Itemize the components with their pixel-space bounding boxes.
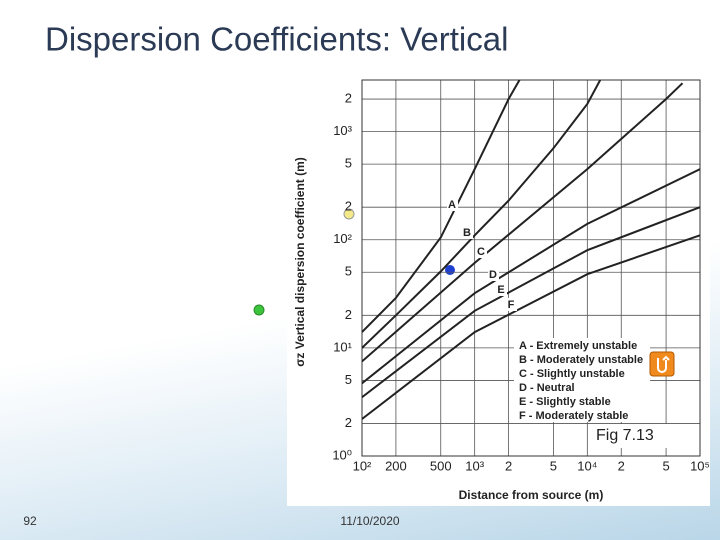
- curve-label-box: [447, 198, 458, 211]
- legend-box: [514, 338, 650, 422]
- decor-dot: [343, 208, 355, 220]
- page-number: 92: [23, 514, 37, 528]
- y-tick-label: 2: [345, 199, 352, 214]
- x-tick-label: 200: [385, 458, 407, 473]
- y-tick-label: 5: [345, 264, 352, 279]
- series-line: [362, 206, 700, 398]
- x-tick-label: 10⁵: [690, 458, 710, 473]
- caption-box: [590, 424, 670, 448]
- x-tick-label: 5: [550, 458, 557, 473]
- y-tick-label: 5: [345, 372, 352, 387]
- y-axis-label: σz Vertical dispersion coefficient (m): [293, 157, 307, 367]
- curve-label: E: [497, 284, 504, 296]
- curve-label-box: [506, 298, 517, 311]
- curve-label-box: [488, 268, 499, 281]
- curve-label: D: [489, 269, 497, 281]
- y-tick-label: 5: [345, 156, 352, 171]
- y-tick-label: 10¹: [333, 339, 352, 354]
- x-tick-label: 10²: [353, 458, 372, 473]
- curve-label: F: [508, 299, 515, 311]
- y-tick-label: 2: [345, 90, 352, 105]
- x-tick-label: 10³: [465, 458, 484, 473]
- legend-entry: E - Slightly stable: [519, 396, 611, 408]
- return-icon: [657, 355, 670, 373]
- series-line: [362, 234, 700, 420]
- curve-label: A: [448, 199, 456, 211]
- legend-entry: D - Neutral: [519, 382, 575, 394]
- curve-label-box: [496, 283, 507, 296]
- curve-label-box: [462, 226, 473, 239]
- y-tick-label: 10²: [333, 231, 352, 246]
- legend-entry: C - Slightly unstable: [519, 368, 625, 380]
- legend-entry: F - Moderately stable: [519, 410, 628, 422]
- y-tick-label: 10⁰: [332, 447, 352, 462]
- decor-dot: [253, 304, 265, 316]
- series-line: [362, 82, 684, 363]
- y-tick-label: 2: [345, 415, 352, 430]
- series-line: [362, 80, 602, 349]
- date: 11/10/2020: [340, 514, 399, 528]
- plot-frame: [361, 79, 701, 457]
- legend: A - Extremely unstable B - Moderately uns…: [519, 340, 643, 422]
- x-tick-label: 10⁴: [577, 458, 597, 473]
- legend-entry: B - Moderately unstable: [519, 354, 643, 366]
- x-axis-label: Distance from source (m): [459, 488, 604, 502]
- y-tick-label: 10³: [333, 123, 352, 138]
- y-tick-label: 2: [345, 307, 352, 322]
- figure-caption: Fig 7.13: [596, 427, 654, 444]
- x-tick-label: 500: [430, 458, 452, 473]
- curve-label: B: [463, 227, 471, 239]
- x-tick-label: 2: [618, 458, 625, 473]
- series-line: [362, 168, 700, 385]
- x-tick-label: 5: [662, 458, 669, 473]
- x-tick-label: 2: [505, 458, 512, 473]
- curve-label-box: [476, 245, 487, 258]
- legend-entry: A - Extremely unstable: [519, 340, 637, 352]
- curve-label: C: [477, 246, 485, 258]
- slide-title: Dispersion Coefficients: Vertical: [45, 21, 508, 58]
